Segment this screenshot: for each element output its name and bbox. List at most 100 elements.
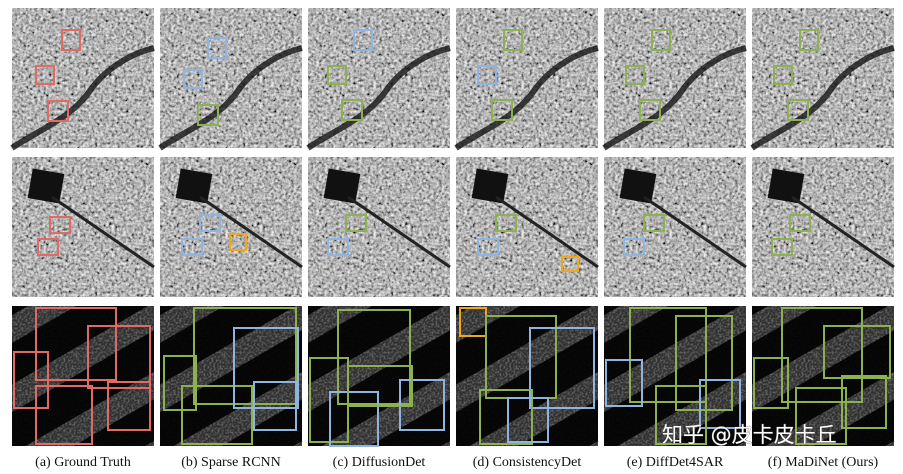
detection-box [823,325,891,379]
detection-box [253,381,297,431]
image-panel [158,8,303,151]
road [495,195,599,269]
detection-box [13,351,49,409]
caption: (d) ConsistencyDet [473,455,582,470]
dark-field [175,168,213,204]
detection-box [503,29,523,51]
detection-box [491,99,513,121]
detection-box [107,381,151,431]
river [10,45,155,151]
detection-box [781,307,863,403]
image-panel [160,306,302,446]
river [750,45,895,151]
detection-box [479,389,533,445]
image-panel [752,157,895,297]
caption: (b) Sparse RCNN [181,455,281,470]
detection-box [35,65,55,85]
detection-box [699,379,741,429]
detection-box [753,357,789,409]
detection-box [61,29,81,51]
dark-field [27,168,65,204]
detection-box [35,307,117,381]
image-panel [752,306,894,446]
dark-field [323,168,361,204]
dark-field [619,168,657,204]
detection-box [643,214,665,232]
detection-box [477,238,499,256]
detection-box [655,385,707,445]
sar-image [12,8,154,148]
detection-box [605,359,643,407]
river [306,45,451,151]
detection-box [789,214,811,232]
image-panel [160,157,303,297]
detection-box [197,104,219,126]
road [643,195,747,269]
river [454,45,599,151]
river [158,45,303,151]
detection-box [49,216,71,234]
detection-box [477,65,497,85]
detection-box [629,307,707,403]
caption: (e) DiffDet4SAR [627,455,724,470]
detection-box [345,214,367,232]
image-panel [454,8,599,151]
detection-box [773,65,793,85]
detection-box [799,29,819,51]
sar-image [456,8,598,148]
detection-box [181,385,253,445]
detection-box [35,385,93,445]
image-panel [10,8,155,151]
image-panel [12,157,155,297]
detection-box [795,387,847,445]
dark-field [471,168,509,204]
detection-box [841,375,887,429]
detection-box [47,100,69,122]
road [791,195,895,269]
detection-box [561,256,579,272]
detection-box [507,397,549,443]
river [602,45,747,151]
image-panel [306,8,451,151]
detection-box [207,37,227,59]
road [51,195,155,269]
detection-box [233,327,299,409]
detection-box [529,327,595,409]
image-panel [12,306,154,446]
sar-image [160,8,302,148]
sar-image [604,8,746,148]
detection-box [327,238,349,256]
image-panel [308,306,450,447]
detection-box [675,315,733,411]
detection-box [329,391,379,447]
watermark: 知乎 @皮卡皮卡丘 [662,423,837,447]
sar-image [752,8,894,148]
detection-box [787,99,809,121]
dark-field [767,168,805,204]
detection-box [183,69,203,89]
detection-box [327,65,347,85]
detection-box [37,238,59,256]
detection-box [163,355,197,411]
caption: (f) MaDiNet (Ours) [768,455,879,470]
caption: (a) Ground Truth [35,455,131,470]
detection-box [625,65,645,85]
image-panel [456,157,599,297]
image-panel [604,306,746,446]
image-panel [602,8,747,151]
sar-image [308,8,450,148]
detection-box [639,99,661,121]
detection-box [341,99,363,121]
detection-box [199,214,221,232]
detection-box [623,238,645,256]
detection-box [651,29,671,51]
detection-box [495,214,517,232]
image-panel [308,157,451,297]
image-panel [604,157,747,297]
road [199,195,303,269]
detection-box [87,325,151,389]
detection-box [229,233,247,251]
road [347,195,451,269]
image-panel [456,306,598,446]
